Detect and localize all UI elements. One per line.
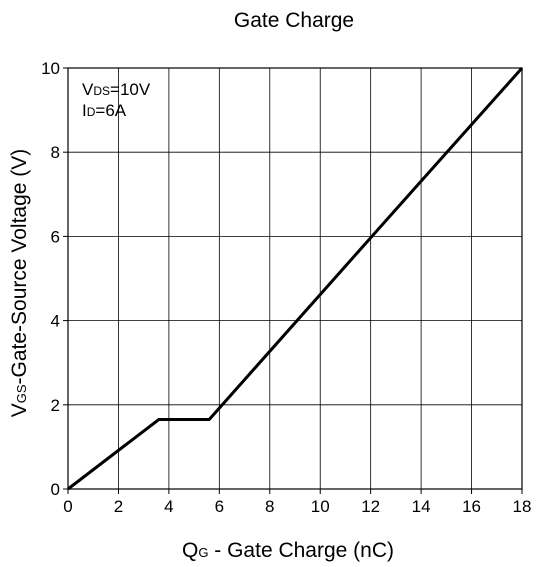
x-tick-label: 2 [114,497,123,516]
y-tick-label: 0 [51,480,60,499]
y-tick-label: 8 [51,143,60,162]
x-axis-label: QG - Gate Charge (nC) [182,539,394,562]
annotation-id: ID=6A [82,101,127,120]
plot-frame [67,67,523,490]
x-tick-label: 18 [513,497,532,516]
x-tick-label: 6 [215,497,224,516]
y-tick-label: 6 [51,227,60,246]
x-tick-label: 4 [164,497,173,516]
annotation-vds: VDS=10V [82,80,151,99]
gate-charge-curve [67,67,524,491]
grid-lines [63,67,523,494]
x-tick-labels: 0 2 4 6 8 10 12 14 16 18 [63,497,531,516]
y-tick-labels: 0 2 4 6 8 10 [41,59,60,499]
x-tick-label: 16 [462,497,481,516]
chart-title: Gate Charge [234,9,354,32]
series-lines [67,67,524,491]
y-tick-label: 10 [41,59,60,78]
y-axis-label: VGS-Gate-Source Voltage (V) [8,149,31,418]
x-tick-label: 0 [63,497,72,516]
x-tick-label: 12 [361,497,380,516]
y-tick-label: 2 [51,396,60,415]
x-tick-label: 8 [265,497,274,516]
y-tick-label: 4 [51,312,60,331]
x-tick-label: 10 [311,497,330,516]
x-tick-label: 14 [412,497,431,516]
